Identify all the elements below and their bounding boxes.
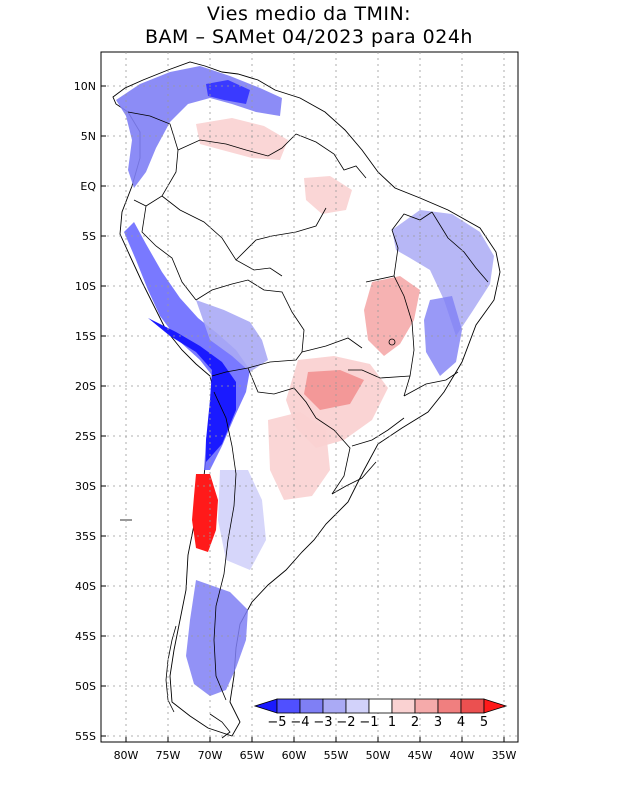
ne-brazil-cold-bias <box>392 210 494 336</box>
lat-label: 10N <box>74 80 96 93</box>
patagonia-cold-bias <box>186 580 248 696</box>
argentina-light-cold-bias <box>218 470 266 570</box>
lat-label: EQ <box>80 180 96 193</box>
colorbar-segment <box>460 698 485 714</box>
lat-lon-grid <box>101 52 518 742</box>
lat-label: 5N <box>81 130 96 143</box>
colorbar-label: −4 <box>290 715 309 730</box>
lat-label: 10S <box>75 280 96 293</box>
colorbar-segment <box>414 698 439 714</box>
colorbar-segment <box>299 698 324 714</box>
lat-label: 30S <box>75 480 96 493</box>
lon-label: 35W <box>492 749 517 762</box>
amazon-north-warm-bias <box>196 118 288 160</box>
colorbar-segment <box>437 698 462 714</box>
lat-label: 50S <box>75 680 96 693</box>
map-title-line2: BAM – SAMet 04/2023 para 024h <box>145 26 473 48</box>
lon-label: 40W <box>450 749 475 762</box>
colorbar-label: 5 <box>480 715 488 730</box>
colorbar-label: 4 <box>457 715 465 730</box>
colorbar-arrow-high <box>483 698 508 714</box>
chile-warm-bias <box>192 474 218 552</box>
lon-label: 55W <box>324 749 349 762</box>
peru-light-cold-bias <box>196 300 268 372</box>
lon-label: 70W <box>198 749 223 762</box>
amazon-east-warm-bias <box>304 176 352 214</box>
colorbar-segment <box>322 698 347 714</box>
colorbar-label: −3 <box>313 715 332 730</box>
colorbar-label: 2 <box>411 715 419 730</box>
lon-label: 60W <box>282 749 307 762</box>
colorbar-segment <box>345 698 370 714</box>
lon-label: 50W <box>366 749 391 762</box>
colorbar-segment <box>368 698 393 714</box>
andes-deep-cold-bias <box>148 318 236 462</box>
parana-warm-bias <box>304 370 364 410</box>
coastline-details <box>120 338 396 739</box>
colorbar-legend: −5 −4 −3 −2 −1 1 2 3 4 5 <box>253 698 508 730</box>
lon-label: 80W <box>114 749 139 762</box>
colorbar-segment <box>276 698 301 714</box>
lat-label: 20S <box>75 380 96 393</box>
lon-label: 75W <box>156 749 181 762</box>
country-borders <box>127 111 489 701</box>
latitude-labels: 10N 5N EQ 5S 10S 15S 20S 25S 30S 35S 40S 45S 50S 55S <box>74 80 106 743</box>
lon-label: 45W <box>408 749 433 762</box>
colorbar-label: −1 <box>359 715 378 730</box>
lat-label: 35S <box>75 530 96 543</box>
argentina-warm-bias <box>268 412 330 500</box>
lat-label: 45S <box>75 630 96 643</box>
colorbar-label: −5 <box>267 715 286 730</box>
colorbar-label: −2 <box>336 715 355 730</box>
lat-label: 40S <box>75 580 96 593</box>
colorbar-segment <box>391 698 416 714</box>
longitude-labels: 80W 75W 70W 65W 60W 55W 50W 45W 40W 35W <box>114 737 517 762</box>
map-title-line1: Vies medio da TMIN: <box>206 3 412 25</box>
lat-label: 25S <box>75 430 96 443</box>
lat-label: 55S <box>75 730 96 743</box>
lat-label: 15S <box>75 330 96 343</box>
colorbar-label: 3 <box>434 715 442 730</box>
lon-label: 65W <box>240 749 265 762</box>
lat-label: 5S <box>82 230 96 243</box>
colorbar-label: 1 <box>388 715 396 730</box>
